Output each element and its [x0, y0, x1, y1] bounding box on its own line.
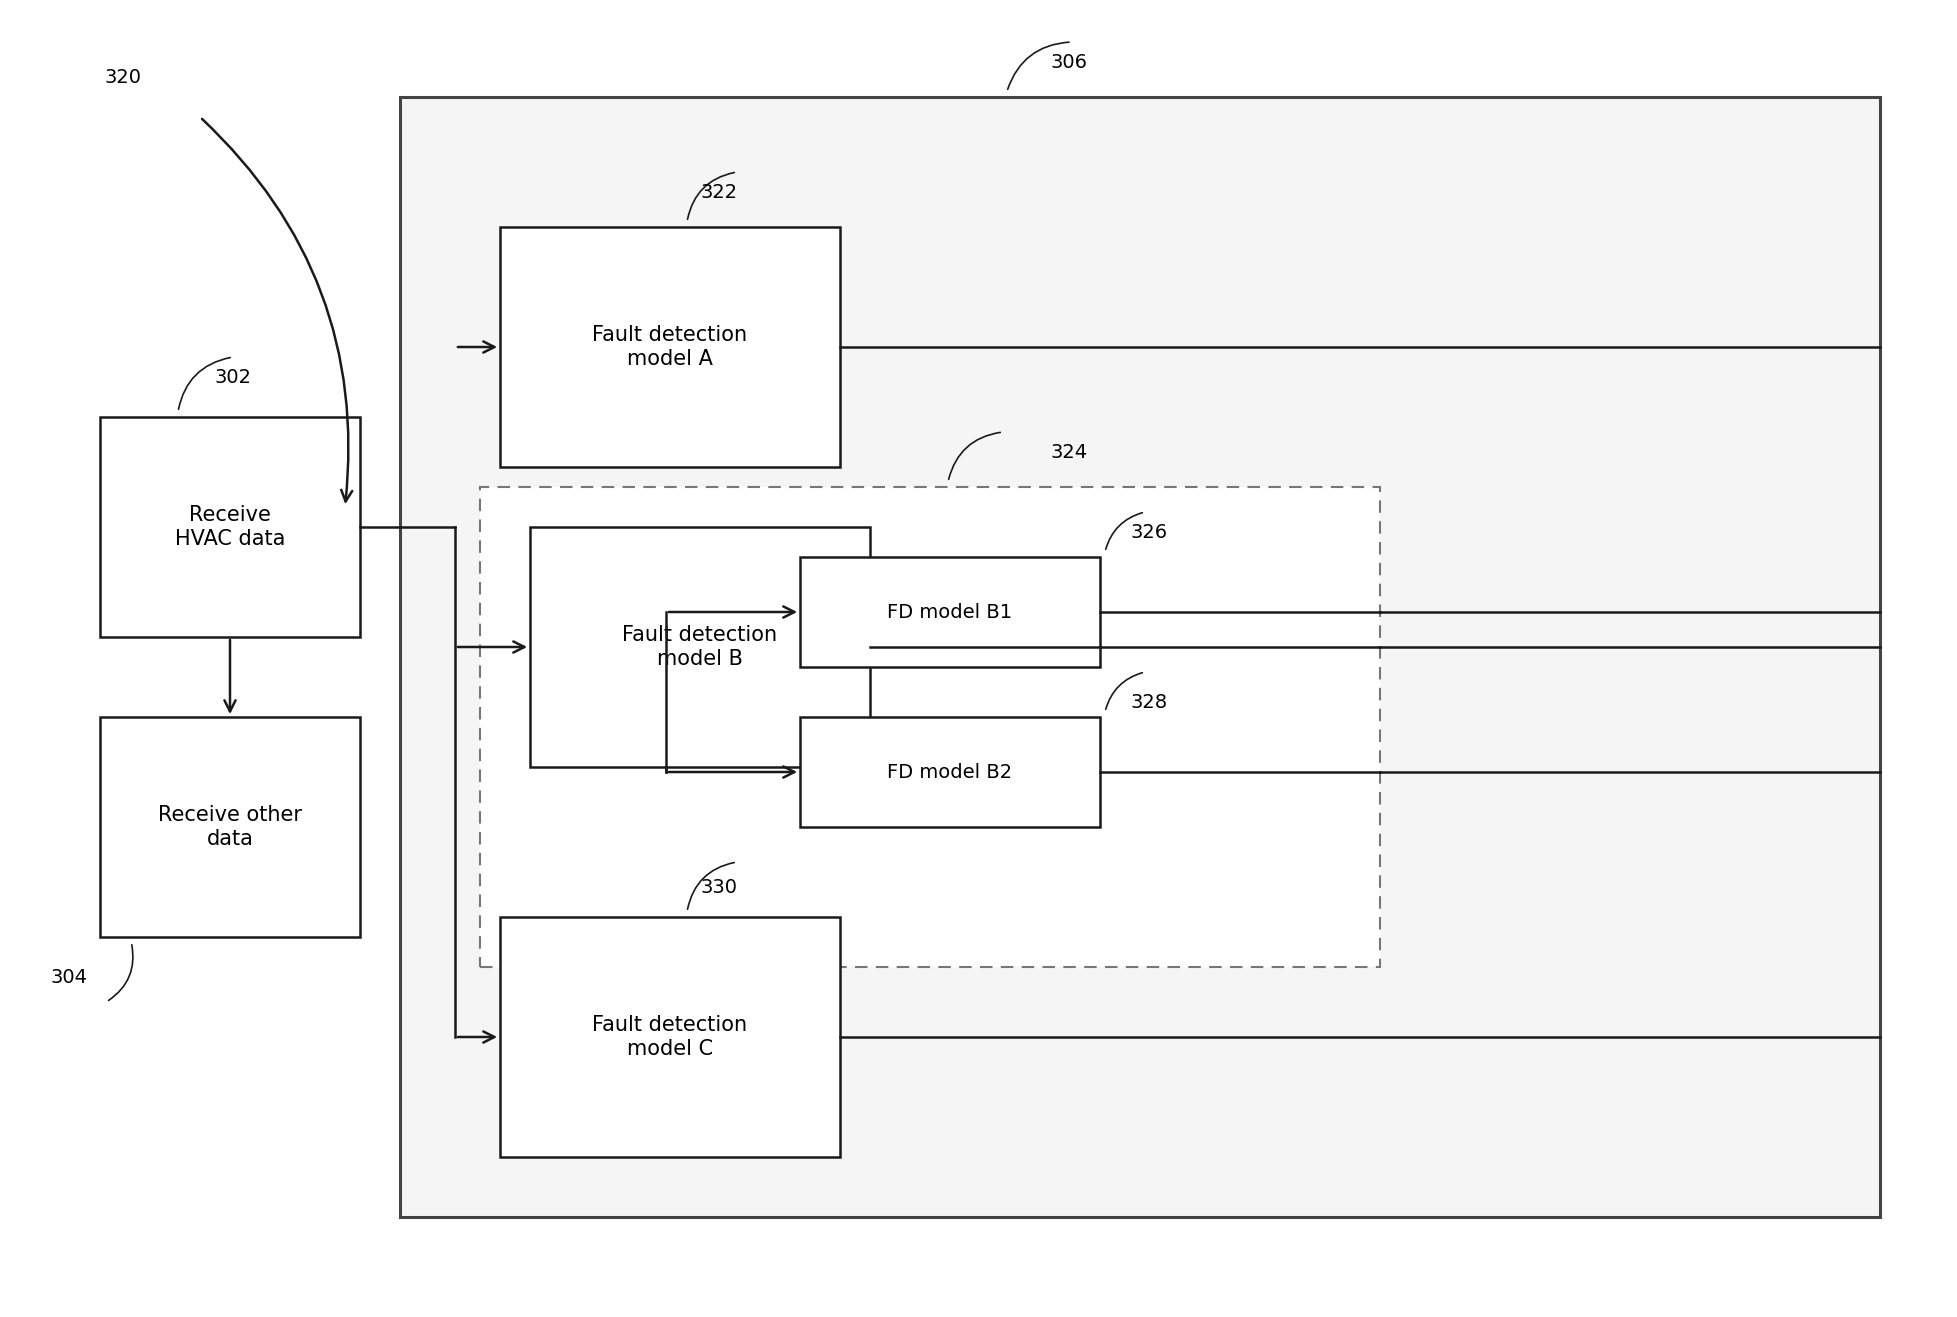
Text: 306: 306 — [1051, 53, 1086, 72]
Text: 326: 326 — [1129, 523, 1166, 543]
FancyBboxPatch shape — [399, 97, 1881, 1217]
Text: FD model B2: FD model B2 — [887, 763, 1012, 781]
Text: Fault detection
model C: Fault detection model C — [593, 1015, 748, 1059]
Text: 302: 302 — [215, 367, 252, 387]
Text: 330: 330 — [701, 878, 738, 897]
Text: 322: 322 — [701, 183, 738, 202]
FancyBboxPatch shape — [100, 716, 360, 936]
Text: 304: 304 — [51, 968, 86, 986]
FancyBboxPatch shape — [499, 227, 840, 468]
FancyBboxPatch shape — [100, 417, 360, 637]
Text: 328: 328 — [1129, 693, 1166, 712]
Text: Receive other
data: Receive other data — [159, 806, 301, 848]
FancyBboxPatch shape — [479, 487, 1380, 967]
Text: Fault detection
model A: Fault detection model A — [593, 325, 748, 369]
Text: 320: 320 — [106, 68, 143, 87]
FancyBboxPatch shape — [800, 557, 1100, 666]
Text: Fault detection
model B: Fault detection model B — [622, 626, 777, 669]
FancyBboxPatch shape — [800, 716, 1100, 827]
FancyBboxPatch shape — [499, 917, 840, 1158]
Text: FD model B1: FD model B1 — [887, 602, 1012, 622]
Text: Receive
HVAC data: Receive HVAC data — [174, 506, 286, 549]
FancyBboxPatch shape — [530, 527, 871, 766]
Text: 324: 324 — [1051, 443, 1088, 462]
